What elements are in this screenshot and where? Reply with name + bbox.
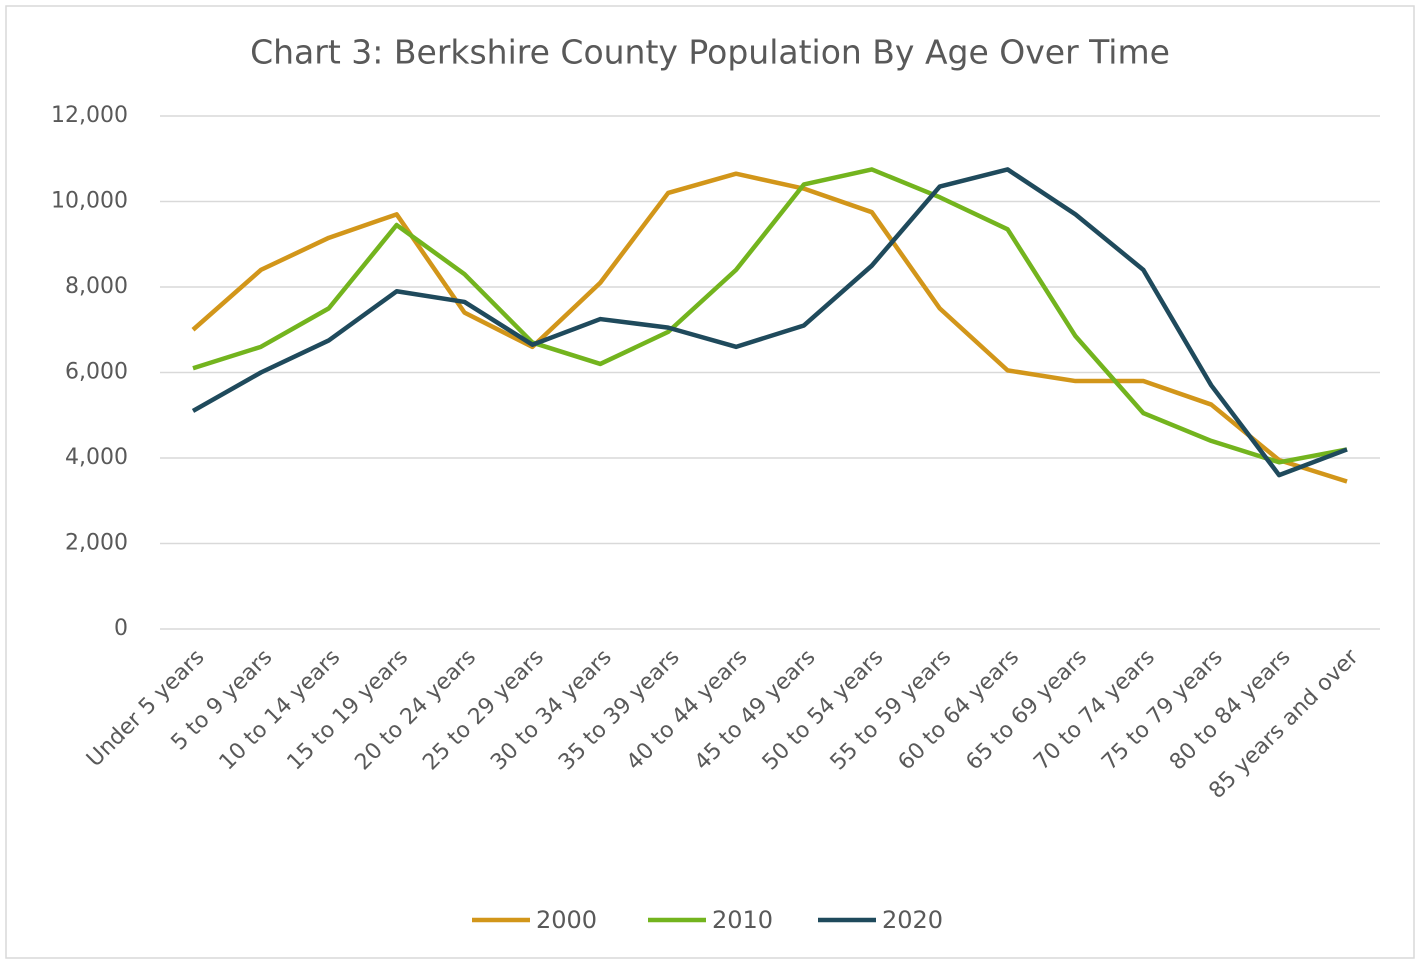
- chart-border: [5, 5, 1415, 959]
- chart-title: Chart 3: Berkshire County Population By …: [250, 33, 1170, 72]
- y-tick-label: 12,000: [51, 103, 128, 128]
- y-tick-label: 6,000: [65, 360, 128, 385]
- series-line: [191, 171, 1348, 484]
- y-tick-label: 0: [114, 616, 128, 641]
- y-tick-label: 10,000: [51, 189, 128, 214]
- y-tick-label: 2,000: [65, 531, 128, 556]
- legend-label: 2000: [536, 906, 597, 934]
- y-tick-label: 8,000: [65, 274, 128, 299]
- series-line: [192, 167, 1348, 465]
- series-line: [191, 167, 1348, 478]
- y-tick-label: 4,000: [65, 445, 128, 470]
- legend-label: 2020: [882, 906, 943, 934]
- legend-label: 2010: [712, 906, 773, 934]
